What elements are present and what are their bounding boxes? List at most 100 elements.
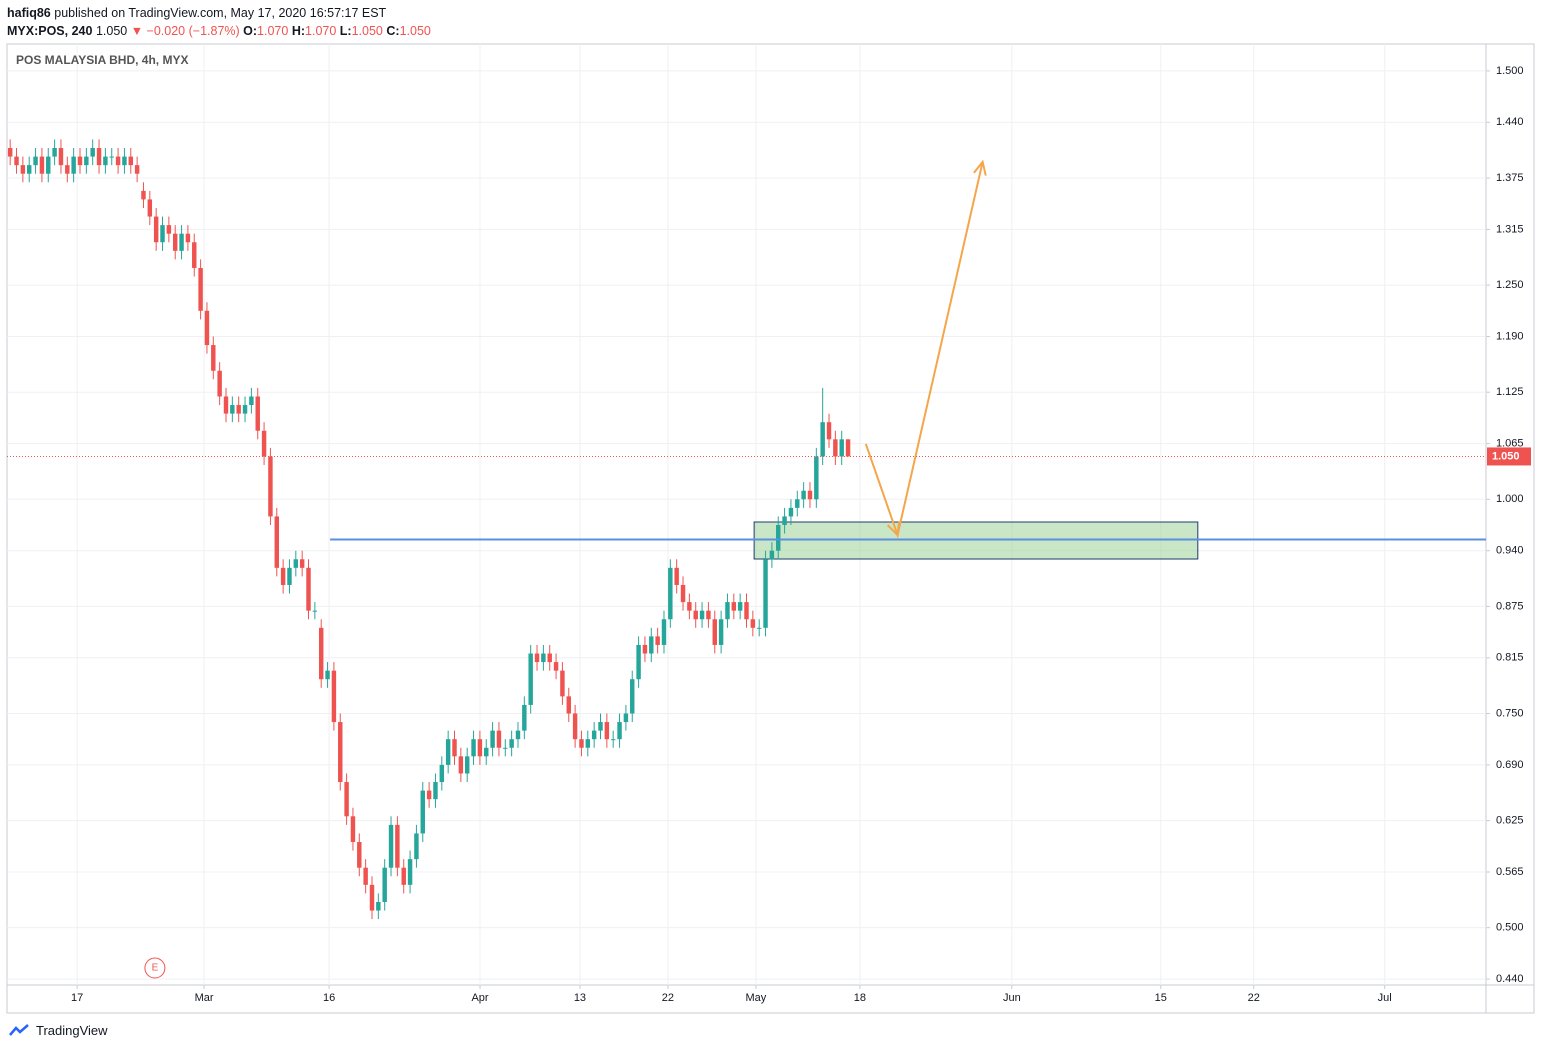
candle-body xyxy=(598,722,603,731)
x-tick-label: 22 xyxy=(1248,992,1260,1004)
candle-body xyxy=(630,679,635,714)
candle-body xyxy=(801,490,806,500)
candle-body xyxy=(287,567,292,585)
candle-body xyxy=(299,559,305,568)
h-label: H: xyxy=(291,24,306,38)
candle-body xyxy=(731,602,737,611)
author: hafiq86 xyxy=(7,6,51,20)
candle-body xyxy=(166,225,172,234)
candle-body xyxy=(725,602,730,620)
o: 1.070 xyxy=(257,24,289,38)
candle-body xyxy=(699,610,705,620)
candle-body xyxy=(128,156,134,166)
candle-body xyxy=(179,233,184,251)
candle-body xyxy=(712,619,717,645)
publish-line: hafiq86 published on TradingView.com, Ma… xyxy=(7,4,431,22)
candle-body xyxy=(401,867,406,885)
candle-body xyxy=(230,405,235,414)
candle-body xyxy=(515,730,521,740)
candle-body xyxy=(477,739,483,757)
candle-body xyxy=(65,165,70,174)
candle-body xyxy=(77,156,83,166)
o-label: O: xyxy=(243,24,258,38)
candle-body xyxy=(255,396,260,431)
y-tick-label: 0.750 xyxy=(1496,707,1524,719)
candle-body xyxy=(820,422,825,457)
candle-body xyxy=(223,396,229,414)
candle-body xyxy=(39,156,45,174)
candle-body xyxy=(236,405,241,414)
candle-body xyxy=(261,430,267,457)
candle-body xyxy=(655,636,660,645)
candle-body xyxy=(750,619,756,628)
candle-body xyxy=(363,867,368,885)
candle-body xyxy=(153,216,159,243)
y-tick-label: 1.125 xyxy=(1496,386,1524,398)
y-tick-label: 1.190 xyxy=(1496,330,1524,342)
candle-body xyxy=(293,559,299,568)
candle-body xyxy=(763,559,768,628)
candle-body xyxy=(338,722,343,783)
candle-body xyxy=(591,730,597,740)
candle-body xyxy=(134,165,140,174)
candle-body xyxy=(484,747,489,757)
quote-line: MYX:POS, 240 1.050 ▼ −0.020 (−1.87%) O:1… xyxy=(7,22,431,40)
candle-body xyxy=(96,148,102,166)
x-tick-label: May xyxy=(746,992,767,1004)
candle-body xyxy=(217,370,222,397)
candle-body xyxy=(839,439,844,457)
c: 1.050 xyxy=(399,24,431,38)
candle-body xyxy=(33,156,38,166)
candle-body xyxy=(566,696,571,714)
x-tick-label: Jul xyxy=(1378,992,1392,1004)
candle-body xyxy=(20,165,26,174)
candle-body xyxy=(7,148,13,157)
x-tick-label: 22 xyxy=(662,992,674,1004)
candle-body xyxy=(407,859,413,885)
candle-body xyxy=(147,199,153,217)
candle-body xyxy=(382,867,387,902)
x-tick-label: 16 xyxy=(323,992,335,1004)
candle-body xyxy=(579,739,584,748)
logo xyxy=(9,1024,29,1036)
candle-body xyxy=(268,456,273,517)
candle-body xyxy=(445,739,451,765)
change: ▼ −0.020 (−1.87%) xyxy=(130,24,240,38)
candle-body xyxy=(649,636,654,654)
candle-body xyxy=(674,567,679,585)
y-tick-label: 0.690 xyxy=(1496,759,1524,771)
y-tick-label: 1.065 xyxy=(1496,438,1524,450)
candle-body xyxy=(414,833,419,860)
last-price-tag xyxy=(1487,447,1531,466)
candle-body xyxy=(318,627,324,680)
candle-body xyxy=(420,790,425,834)
candle-body xyxy=(388,824,394,868)
candle-body xyxy=(826,422,832,440)
candle-body xyxy=(744,602,749,620)
arrow-head xyxy=(973,159,987,176)
candle-body xyxy=(782,516,787,525)
candle-body xyxy=(211,345,216,371)
l: 1.050 xyxy=(351,24,383,38)
candle-body xyxy=(610,739,616,741)
candle-body xyxy=(458,756,464,774)
candle-body xyxy=(109,156,114,158)
brand: TradingView xyxy=(36,1022,108,1038)
candle-body xyxy=(103,156,108,166)
candle-body xyxy=(46,156,51,174)
candle-body xyxy=(439,764,445,783)
candle-body xyxy=(522,704,527,731)
y-tick-label: 1.000 xyxy=(1496,493,1524,505)
y-tick-label: 1.250 xyxy=(1496,279,1524,291)
candle-body xyxy=(426,790,432,800)
candle-body xyxy=(274,516,279,568)
candle-body xyxy=(661,619,667,645)
candle-body xyxy=(115,156,121,166)
candle-body xyxy=(395,824,400,868)
candle-body xyxy=(471,739,476,757)
candle-body xyxy=(541,653,546,663)
x-tick-label: Mar xyxy=(195,992,214,1004)
x-tick-label: Apr xyxy=(471,992,488,1004)
l-label: L: xyxy=(339,24,352,38)
